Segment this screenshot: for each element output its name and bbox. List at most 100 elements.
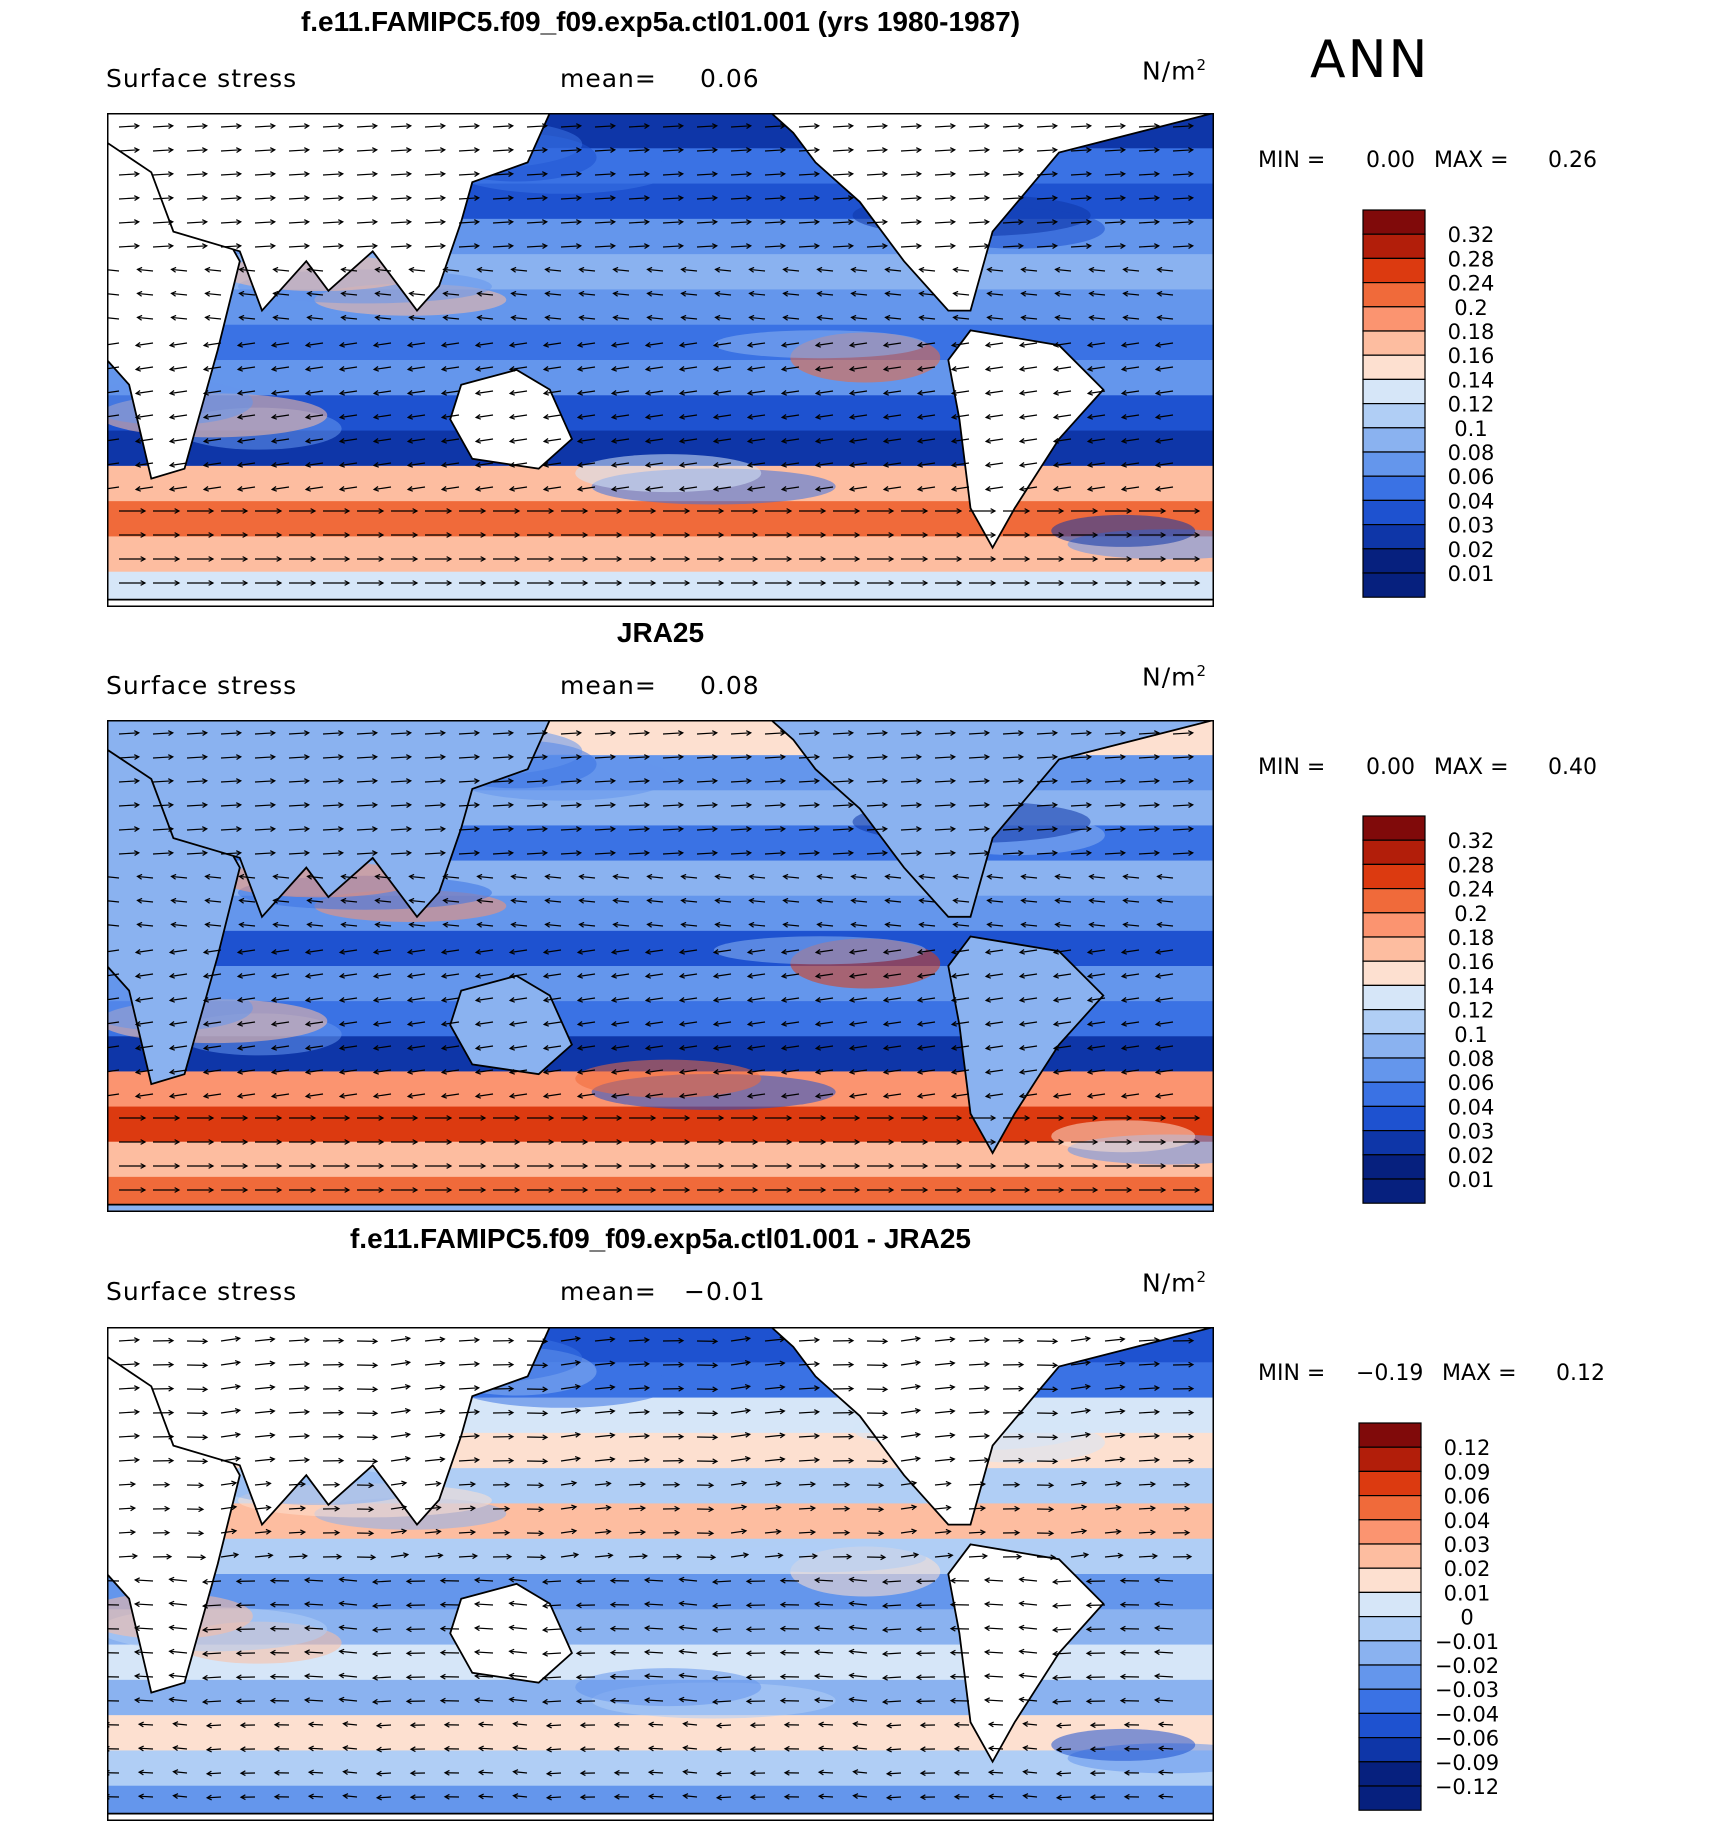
colorbar-tick-label: 0.06	[1448, 465, 1495, 489]
colorbar-tick-label: 0.18	[1448, 926, 1495, 950]
field-blob	[575, 1668, 761, 1706]
colorbar-tick-label: −0.06	[1435, 1727, 1499, 1751]
panel-3-title: f.e11.FAMIPC5.f09_f09.exp5a.ctl01.001 - …	[107, 1223, 1214, 1255]
colorbar-tick-label: 0.1	[1454, 417, 1487, 441]
colorbar-box	[1363, 1034, 1425, 1058]
colorbar-tick-label: −0.09	[1435, 1751, 1499, 1775]
colorbar-tick-label: 0.32	[1448, 223, 1495, 247]
colorbar-box	[1363, 913, 1425, 937]
colorbar-tick-label: 0.2	[1454, 296, 1487, 320]
colorbar-tick-label: 0.04	[1448, 1095, 1495, 1119]
colorbar-box	[1359, 1496, 1421, 1520]
panel-1-mean-label: mean=	[560, 64, 657, 93]
colorbar-tick-label: 0	[1460, 1606, 1473, 1630]
panel-1-colorbar: 0.320.280.240.20.180.160.140.120.10.080.…	[1360, 208, 1520, 598]
colorbar-box	[1359, 1423, 1421, 1447]
colorbar-box	[1363, 210, 1425, 234]
field-blob	[1051, 1120, 1195, 1152]
colorbar-tick-label: 0.02	[1444, 1557, 1491, 1581]
colorbar-tick-label: 0.28	[1448, 853, 1495, 877]
colorbar-box	[1359, 1738, 1421, 1762]
colorbar-box	[1363, 840, 1425, 864]
colorbar-tick-label: 0.03	[1448, 514, 1495, 538]
panel-3-min-value: −0.19	[1356, 1361, 1423, 1386]
colorbar-tick-label: 0.09	[1444, 1460, 1491, 1484]
field-band	[107, 501, 1214, 537]
colorbar-box	[1363, 331, 1425, 355]
colorbar-box	[1363, 234, 1425, 258]
colorbar-tick-label: 0.06	[1448, 1071, 1495, 1095]
field-band	[107, 1142, 1214, 1178]
panel-2-min-label: MIN =	[1258, 755, 1325, 780]
colorbar-tick-label: 0.08	[1448, 441, 1495, 465]
panel-3-variable: Surface stress	[106, 1277, 297, 1306]
colorbar-tick-label: −0.12	[1435, 1775, 1499, 1799]
colorbar-box	[1363, 283, 1425, 307]
colorbar-tick-label: 0.01	[1448, 562, 1495, 586]
panel-2-max-value: 0.40	[1548, 755, 1597, 780]
colorbar-tick-label: 0.12	[1448, 999, 1495, 1023]
colorbar-box	[1359, 1786, 1421, 1810]
colorbar-box	[1363, 1082, 1425, 1106]
colorbar-box	[1363, 525, 1425, 549]
field-band	[107, 1750, 1214, 1786]
colorbar-box	[1363, 549, 1425, 573]
colorbar-box	[1363, 937, 1425, 961]
colorbar-box	[1359, 1617, 1421, 1641]
field-blob	[714, 1544, 926, 1572]
colorbar-tick-label: 0.01	[1448, 1168, 1495, 1192]
colorbar-box	[1363, 816, 1425, 840]
season-label: ANN	[1310, 30, 1429, 90]
colorbar-box	[1363, 573, 1425, 597]
colorbar-box	[1363, 452, 1425, 476]
colorbar-box	[1363, 307, 1425, 331]
colorbar-box	[1363, 1179, 1425, 1203]
field-blob	[1051, 515, 1195, 547]
panel-2-units: N/m2	[1142, 662, 1207, 691]
colorbar-box	[1359, 1447, 1421, 1471]
panel-3-max-label: MAX =	[1442, 1361, 1517, 1386]
colorbar-tick-label: 0.2	[1454, 902, 1487, 926]
panel-2-mean-label: mean=	[560, 671, 657, 700]
colorbar-box	[1359, 1592, 1421, 1616]
colorbar-tick-label: 0.16	[1448, 950, 1495, 974]
colorbar-tick-label: −0.02	[1435, 1654, 1499, 1678]
panel-1-max-label: MAX =	[1434, 148, 1509, 173]
colorbar-tick-label: 0.24	[1448, 272, 1495, 296]
colorbar-box	[1359, 1689, 1421, 1713]
panel-3-min-label: MIN =	[1258, 1361, 1325, 1386]
colorbar-tick-label: 0.1	[1454, 1023, 1487, 1047]
panel-2-min-value: 0.00	[1366, 755, 1415, 780]
panel-2-mean-value: 0.08	[700, 671, 760, 700]
colorbar-tick-label: 0.32	[1448, 829, 1495, 853]
colorbar-box	[1363, 379, 1425, 403]
colorbar-box	[1363, 1106, 1425, 1130]
colorbar-tick-label: 0.24	[1448, 878, 1495, 902]
colorbar-tick-label: −0.01	[1435, 1630, 1499, 1654]
colorbar-tick-label: 0.28	[1448, 247, 1495, 271]
colorbar-tick-label: 0.02	[1448, 538, 1495, 562]
colorbar-box	[1359, 1544, 1421, 1568]
panel-2-variable: Surface stress	[106, 671, 297, 700]
colorbar-tick-label: 0.08	[1448, 1047, 1495, 1071]
panel-2-title: JRA25	[107, 617, 1214, 649]
colorbar-box	[1363, 864, 1425, 888]
colorbar-box	[1363, 355, 1425, 379]
panel-1-map	[107, 113, 1214, 607]
field-blob	[1051, 1729, 1195, 1761]
panel-1-variable: Surface stress	[106, 64, 297, 93]
panel-3-mean-value: −0.01	[684, 1277, 766, 1306]
colorbar-box	[1363, 428, 1425, 452]
colorbar-box	[1363, 1010, 1425, 1034]
colorbar-box	[1359, 1471, 1421, 1495]
field-blob	[575, 454, 761, 492]
colorbar-tick-label: 0.01	[1444, 1581, 1491, 1605]
panel-1-units: N/m2	[1142, 56, 1207, 85]
colorbar-box	[1363, 985, 1425, 1009]
colorbar-box	[1359, 1713, 1421, 1737]
colorbar-tick-label: 0.02	[1448, 1144, 1495, 1168]
colorbar-box	[1363, 404, 1425, 428]
colorbar-box	[1363, 961, 1425, 985]
colorbar-tick-label: −0.03	[1435, 1678, 1499, 1702]
colorbar-tick-label: 0.03	[1444, 1533, 1491, 1557]
